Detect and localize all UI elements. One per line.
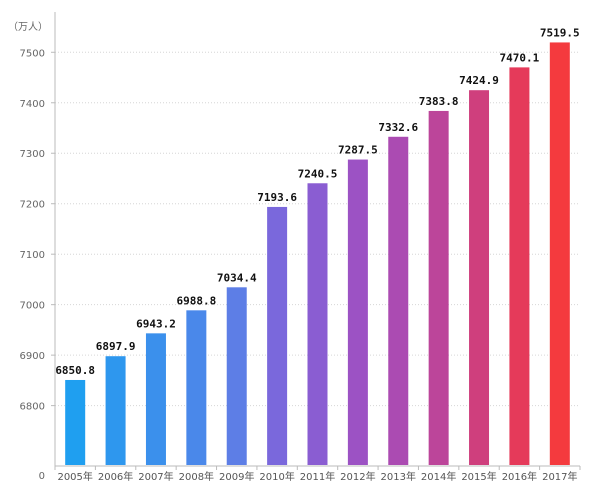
data-label: 7287.5 xyxy=(338,144,378,157)
data-label: 6897.9 xyxy=(96,340,136,353)
x-tick-label: 2014年 xyxy=(421,470,456,483)
data-label: 7383.8 xyxy=(419,95,459,108)
bar xyxy=(509,67,530,465)
x-tick-label: 2012年 xyxy=(340,470,375,483)
y-tick-label: 7400 xyxy=(20,99,45,110)
x-tick-label: 2017年 xyxy=(542,470,577,483)
data-label: 6850.8 xyxy=(55,364,95,377)
y-tick-label: 7100 xyxy=(20,250,45,261)
x-tick-label: 2005年 xyxy=(57,470,92,483)
x-tick-label: 2009年 xyxy=(219,470,254,483)
data-label: 6988.8 xyxy=(176,294,216,307)
bar xyxy=(428,110,449,465)
y-tick-label: 7200 xyxy=(20,200,45,211)
data-label: 7519.5 xyxy=(540,26,580,39)
bar xyxy=(145,333,166,465)
y-tick-label: 7000 xyxy=(20,301,45,312)
data-label: 6943.2 xyxy=(136,317,176,330)
x-tick-label: 2006年 xyxy=(98,470,133,483)
y-unit-label: （万人） xyxy=(8,21,48,33)
data-label: 7470.1 xyxy=(500,51,540,64)
bar xyxy=(307,183,328,465)
x-tick-label: 2015年 xyxy=(461,470,496,483)
y-tick-label-zero: 0 xyxy=(39,471,45,482)
bar xyxy=(226,287,247,465)
tick-labels: 6800 6900 7000 7100 7200 7300 7400 7500 0 2005年 20… xyxy=(20,48,578,483)
bar xyxy=(105,356,126,465)
x-tick-label: 2008年 xyxy=(179,470,214,483)
data-label: 7424.9 xyxy=(459,74,499,87)
y-tick-label: 7500 xyxy=(20,48,45,59)
bar xyxy=(186,310,207,465)
x-tick-label: 2016年 xyxy=(502,470,537,483)
bar xyxy=(65,379,86,465)
x-tick-label: 2013年 xyxy=(381,470,416,483)
data-label: 7034.4 xyxy=(217,271,257,284)
x-tick-label: 2010年 xyxy=(259,470,294,483)
bar xyxy=(388,136,409,465)
y-tick-label: 6900 xyxy=(20,351,45,362)
axes xyxy=(51,12,581,470)
x-tick-label: 2007年 xyxy=(138,470,173,483)
bar xyxy=(267,206,288,465)
x-tick-label: 2011年 xyxy=(300,470,335,483)
data-label: 7332.6 xyxy=(378,121,418,134)
y-tick-label: 7300 xyxy=(20,149,45,160)
bar xyxy=(469,90,490,465)
bars xyxy=(65,42,570,466)
data-label: 7240.5 xyxy=(298,167,338,180)
bar xyxy=(549,42,570,465)
grid-lines xyxy=(55,51,580,407)
bar xyxy=(347,159,368,466)
y-tick-label: 6800 xyxy=(20,402,45,413)
data-label: 7193.6 xyxy=(257,191,297,204)
